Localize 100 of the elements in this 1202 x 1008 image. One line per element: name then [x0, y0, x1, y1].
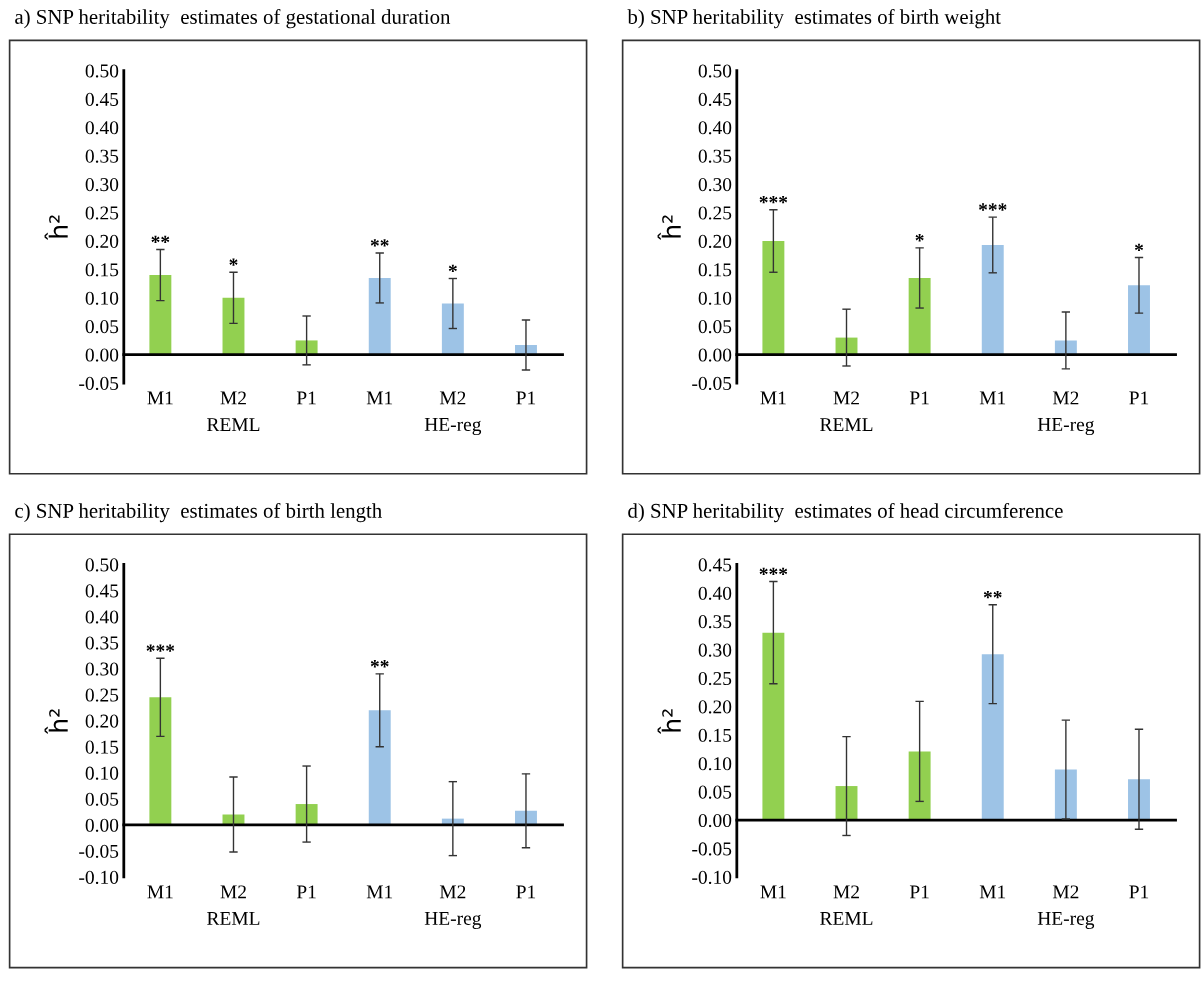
y-tick-label: 0.50 — [698, 64, 732, 78]
y-tick-label: 0.35 — [85, 636, 119, 650]
text: HE-reg — [424, 912, 482, 929]
x-tick-label: P1 — [296, 391, 316, 405]
x-tick-label: M1 — [147, 391, 173, 405]
text: HE-reg — [424, 418, 482, 436]
y-tick-label: -0.05 — [692, 376, 732, 391]
y-tick-label: 0.50 — [85, 64, 119, 78]
x-tick-label: M2 — [833, 391, 859, 405]
bar — [981, 244, 1004, 355]
x-tick-label: P1 — [296, 885, 316, 899]
bar — [149, 275, 172, 355]
chart-title: d) SNP heritability estimates of head circumference — [628, 502, 1063, 523]
bar — [762, 632, 785, 821]
x-tick-label: M1 — [760, 391, 786, 405]
data-label: *** — [759, 195, 788, 204]
y-tick-label: 0.00 — [698, 348, 732, 362]
x-tick-label: M2 — [833, 885, 859, 899]
y-tick-label: -0.05 — [692, 842, 732, 856]
y-tick-label: 0.15 — [698, 263, 732, 277]
y-tick-label: -0.05 — [79, 844, 119, 858]
data-label: ** — [370, 239, 389, 247]
x-tick-label: P1 — [516, 391, 536, 405]
y-tick-label: 0.00 — [85, 348, 119, 362]
bar — [441, 303, 464, 355]
y-tick-label: 0.35 — [698, 615, 732, 629]
y-tick-label: 0.40 — [85, 121, 119, 135]
text: HE-reg — [1037, 418, 1095, 436]
y-tick-label: -0.10 — [79, 870, 119, 884]
y-tick-label: 0.00 — [85, 818, 119, 832]
text: REML — [207, 912, 260, 925]
y-tick-label: 0.05 — [698, 320, 732, 334]
data-label: * — [1134, 243, 1144, 252]
y-tick-label: 0.45 — [85, 584, 119, 598]
y-tick-label: -0.05 — [79, 376, 119, 391]
data-label: *** — [146, 644, 175, 652]
y-tick-label: 0.10 — [698, 757, 732, 771]
y-tick-label: 0.40 — [85, 610, 119, 624]
y-axis-title: ĥ² — [657, 709, 681, 734]
x-tick-label: M2 — [1052, 391, 1079, 405]
y-tick-label: 0.30 — [698, 643, 732, 657]
x-tick-label: M2 — [220, 885, 246, 899]
bar — [908, 277, 931, 355]
y-tick-label: 0.10 — [85, 291, 119, 305]
x-tick-label: P1 — [1129, 885, 1149, 899]
bar — [908, 751, 931, 821]
x-tick-label: M1 — [366, 391, 393, 405]
y-tick-label: 0.40 — [698, 121, 732, 135]
y-axis-title: ĥ² — [44, 215, 68, 241]
chart-title: a) SNP heritability estimates of gestational duration — [15, 9, 451, 29]
y-tick-label: 0.45 — [85, 92, 119, 106]
x-tick-label: M1 — [979, 885, 1006, 899]
chart-title: b) SNP heritability estimates of birth weight — [627, 9, 1001, 29]
x-tick-label: M2 — [1052, 885, 1079, 899]
y-tick-label: 0.35 — [85, 149, 119, 163]
y-tick-label: 0.30 — [698, 178, 732, 192]
y-tick-label: 0.30 — [85, 662, 119, 676]
data-label: * — [229, 258, 238, 266]
y-tick-label: 0.25 — [85, 206, 119, 220]
x-tick-label: M2 — [439, 391, 466, 405]
y-tick-label: 0.10 — [698, 291, 732, 305]
y-tick-label: 0.05 — [698, 785, 732, 799]
data-label: *** — [978, 203, 1007, 211]
x-tick-label: M2 — [220, 391, 246, 405]
x-tick-label: M1 — [366, 885, 393, 899]
y-tick-label: 0.25 — [698, 206, 732, 220]
bar — [368, 277, 391, 355]
text: REML — [820, 912, 873, 925]
x-tick-label: P1 — [516, 885, 536, 899]
data-label: ** — [983, 591, 1002, 599]
x-tick-label: M1 — [147, 885, 173, 899]
x-tick-label: M1 — [979, 391, 1006, 405]
x-tick-label: P1 — [1129, 391, 1149, 405]
y-tick-label: 0.20 — [85, 714, 119, 728]
y-tick-label: 0.25 — [698, 671, 732, 686]
y-tick-label: 0.05 — [85, 792, 119, 806]
y-tick-label: 0.45 — [698, 558, 732, 572]
text: REML — [207, 418, 260, 431]
y-axis-title: ĥ² — [44, 709, 68, 734]
y-tick-label: 0.50 — [85, 558, 119, 572]
y-tick-label: -0.10 — [692, 870, 732, 884]
y-tick-label: 0.45 — [698, 92, 732, 106]
bar — [149, 697, 172, 825]
bar — [981, 654, 1004, 821]
y-axis-title: ĥ² — [657, 215, 681, 241]
data-label: *** — [759, 567, 788, 576]
data-label: * — [448, 264, 457, 273]
data-label: ** — [370, 660, 389, 668]
y-tick-label: 0.15 — [85, 740, 119, 754]
chart-title: c) SNP heritability estimates of birth length — [15, 502, 382, 523]
y-tick-label: 0.20 — [85, 234, 119, 249]
y-tick-label: 0.20 — [698, 700, 732, 714]
y-tick-label: 0.40 — [698, 586, 732, 600]
x-tick-label: M2 — [439, 885, 466, 899]
data-label: ** — [151, 235, 170, 244]
x-tick-label: P1 — [909, 885, 929, 899]
data-label: * — [915, 234, 924, 242]
y-tick-label: 0.20 — [698, 234, 732, 249]
bar — [762, 241, 785, 355]
text: REML — [820, 418, 873, 431]
